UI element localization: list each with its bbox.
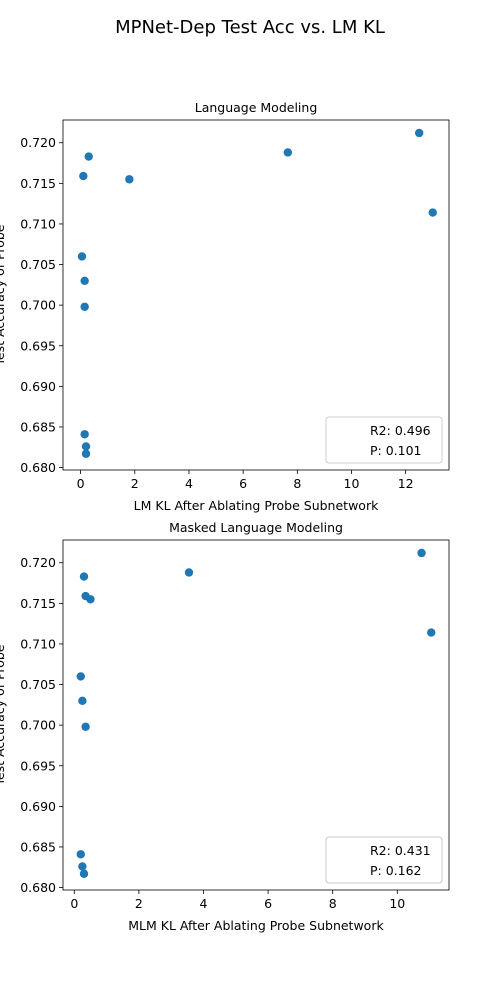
panel-masked-language-modeling: Masked Language Modeling 0 2 4 6 8 10 0.680 0.68… <box>0 520 450 933</box>
y-axis-label: Test Accuracy of Probe <box>0 224 7 366</box>
data-point <box>80 302 89 311</box>
subplot-title: Masked Language Modeling <box>169 520 343 535</box>
x-tick-label: 6 <box>264 896 272 911</box>
data-point <box>80 276 89 285</box>
legend-entry: R2: 0.431 <box>370 843 431 858</box>
data-point <box>78 862 87 871</box>
y-tick-label: 0.685 <box>20 839 56 854</box>
legend-entry: R2: 0.496 <box>370 423 431 438</box>
data-point <box>184 568 194 577</box>
legend: R2: 0.431 P: 0.162 <box>325 836 443 884</box>
x-tick-label: 12 <box>398 476 414 491</box>
data-point <box>428 208 437 217</box>
legend: R2: 0.496 P: 0.101 <box>325 416 443 464</box>
x-tick-label: 8 <box>293 476 301 491</box>
y-tick-label: 0.680 <box>20 880 56 895</box>
y-tick-label: 0.715 <box>20 176 56 191</box>
data-point <box>415 128 424 138</box>
x-tick-label: 6 <box>239 476 247 491</box>
y-tick-label: 0.680 <box>20 460 56 475</box>
data-point <box>79 572 89 581</box>
figure-title: MPNet-Dep Test Acc vs. LM KL <box>115 17 385 38</box>
y-tick-label: 0.720 <box>20 135 56 150</box>
data-point <box>125 175 134 184</box>
y-tick-label: 0.710 <box>20 636 56 651</box>
data-point <box>81 449 91 458</box>
legend-box <box>325 416 443 464</box>
x-tick-label: 10 <box>344 476 360 491</box>
y-tick-label: 0.690 <box>20 799 56 814</box>
x-tick-label: 2 <box>135 896 143 911</box>
x-tick-label: 8 <box>329 896 337 911</box>
x-axis-label: LM KL After Ablating Probe Subnetwork <box>134 498 379 513</box>
x-tick-label: 4 <box>185 476 193 491</box>
legend-box <box>325 836 443 884</box>
x-tick-label: 2 <box>131 476 139 491</box>
data-point <box>427 628 436 637</box>
axes-frame <box>62 539 450 891</box>
x-tick-label: 0 <box>77 476 85 491</box>
y-tick-label: 0.695 <box>20 338 56 353</box>
y-tick-label: 0.700 <box>20 298 56 313</box>
x-axis-label: MLM KL After Ablating Probe Subnetwork <box>128 918 384 933</box>
y-tick-label: 0.690 <box>20 379 56 394</box>
data-point <box>76 850 85 859</box>
legend-entry: P: 0.162 <box>370 863 422 878</box>
x-tick-label: 10 <box>389 896 405 911</box>
data-point <box>80 430 89 439</box>
data-point <box>77 252 87 261</box>
y-tick-label: 0.720 <box>20 555 56 570</box>
data-point <box>79 869 89 878</box>
y-tick-label: 0.705 <box>20 257 56 272</box>
y-tick-label: 0.710 <box>20 216 56 231</box>
data-point <box>283 148 293 157</box>
x-tick-label: 0 <box>70 896 78 911</box>
x-tick-label: 4 <box>200 896 208 911</box>
y-axis-label: Test Accuracy of Probe <box>0 644 7 786</box>
data-point <box>81 722 90 731</box>
panel-language-modeling: Language Modeling 0 2 4 6 8 10 12 0.680 0.685 0.69… <box>0 100 450 513</box>
data-point <box>81 442 91 451</box>
y-tick-label: 0.705 <box>20 677 56 692</box>
subplot-title: Language Modeling <box>195 100 318 115</box>
data-point <box>76 672 85 681</box>
y-tick-label: 0.685 <box>20 419 56 434</box>
data-point <box>86 595 95 604</box>
data-point <box>417 548 426 558</box>
data-point <box>79 171 88 181</box>
axes-frame <box>62 119 450 471</box>
y-tick-label: 0.695 <box>20 758 56 773</box>
data-point <box>78 696 87 705</box>
legend-entry: P: 0.101 <box>370 443 422 458</box>
data-point <box>84 152 93 161</box>
y-tick-label: 0.700 <box>20 718 56 733</box>
y-tick-label: 0.715 <box>20 596 56 611</box>
